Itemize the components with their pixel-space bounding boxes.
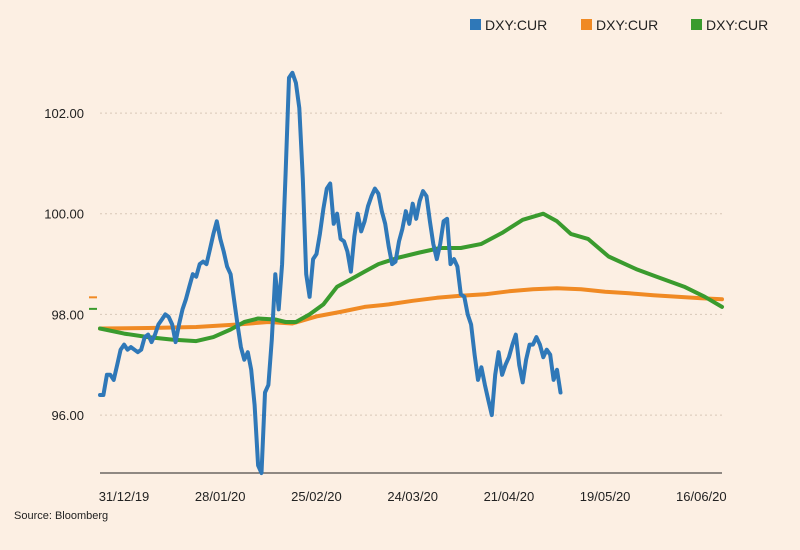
x-tick-label: 24/03/20 (387, 489, 438, 504)
y-tick-label: 96.00 (51, 408, 84, 423)
legend-swatch (581, 19, 592, 30)
x-tick-label: 25/02/20 (291, 489, 342, 504)
x-tick-label: 16/06/20 (676, 489, 727, 504)
series-line-2 (98, 286, 724, 331)
x-tick-label: 21/04/20 (484, 489, 535, 504)
legend-label: DXY:CUR (596, 17, 658, 33)
series-lines (98, 70, 724, 475)
y-tick-labels: 96.00 98.00 100.00 102.00 (44, 106, 84, 423)
legend-label: DXY:CUR (485, 17, 547, 33)
legend-label: DXY:CUR (706, 17, 768, 33)
y-tick-label: 102.00 (44, 106, 84, 121)
source-note: Source: Bloomberg (14, 510, 109, 522)
series-line-1 (98, 70, 563, 475)
x-tick-label: 28/01/20 (195, 489, 246, 504)
x-tick-label: 19/05/20 (580, 489, 631, 504)
y-tick-label: 100.00 (44, 207, 84, 222)
legend-swatch (470, 19, 481, 30)
series-line-3 (98, 211, 724, 344)
x-tick-label: 31/12/19 (99, 489, 150, 504)
last-value-markers (89, 296, 97, 310)
x-tick-labels: 31/12/19 28/01/20 25/02/20 24/03/20 21/04/20… (99, 489, 727, 504)
legend: DXY:CUR DXY:CUR DXY:CUR (470, 17, 768, 33)
y-tick-label: 98.00 (51, 307, 84, 322)
legend-swatch (691, 19, 702, 30)
